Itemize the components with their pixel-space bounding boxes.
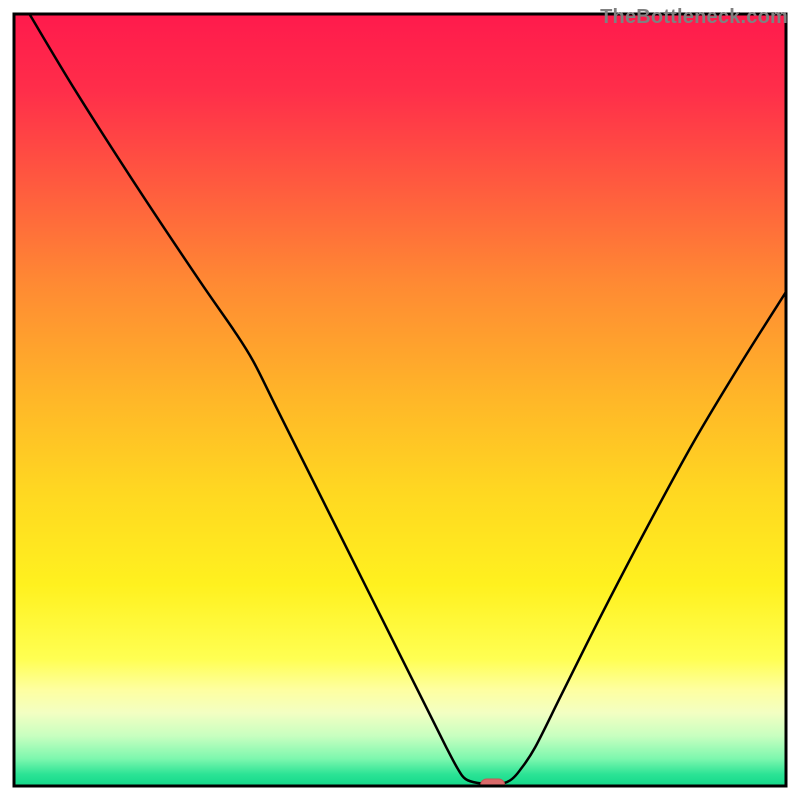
bottleneck-chart [0,0,800,800]
chart-container: { "watermark": { "text": "TheBottleneck.… [0,0,800,800]
watermark-text: TheBottleneck.com [600,6,788,29]
gradient-background [14,14,786,786]
